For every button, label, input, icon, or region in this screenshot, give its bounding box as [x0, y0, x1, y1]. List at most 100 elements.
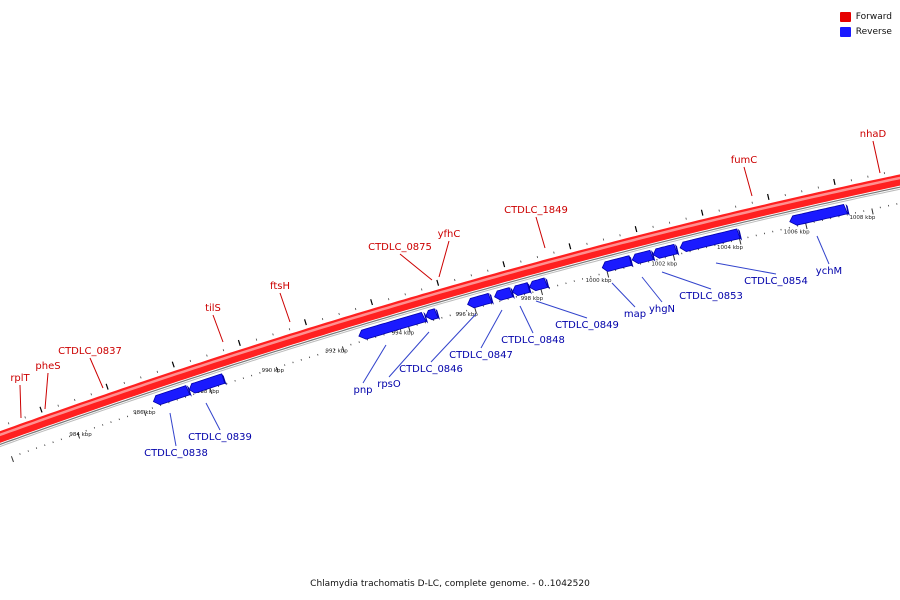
reverse-gene-label: ychM — [816, 266, 842, 277]
reverse-genes — [152, 204, 850, 406]
reverse-gene-arrow — [631, 249, 654, 265]
upper-tick — [602, 238, 605, 241]
forward-gene-label: CTDLC_1849 — [504, 205, 568, 216]
lower-tick — [35, 447, 38, 449]
reverse-leader — [535, 300, 588, 319]
lower-tick — [27, 450, 29, 452]
lower-tick — [739, 238, 742, 245]
upper-tick — [171, 361, 175, 368]
forward-gene-label: rplT — [10, 373, 30, 384]
legend-forward: Forward — [839, 9, 892, 24]
reverse-leader — [430, 313, 477, 363]
scale-label: 1006 kbp — [784, 229, 810, 235]
upper-tick — [421, 288, 423, 291]
scale-label: 1002 kbp — [651, 261, 677, 267]
lower-tick — [143, 409, 147, 416]
scale-label: 994 kbp — [392, 331, 415, 337]
reverse-gene-edge — [186, 385, 192, 397]
reverse-gene-arrow — [652, 243, 678, 259]
scale-label: 1000 kbp — [586, 278, 612, 284]
reverse-swatch — [839, 26, 851, 37]
reverse-leader — [388, 331, 430, 378]
upper-tick — [520, 260, 522, 263]
lower-tick — [408, 326, 411, 333]
lower-tick — [341, 346, 345, 353]
lower-tick — [606, 271, 610, 278]
reverse-gene-label: map — [624, 309, 646, 320]
backbone-outer-line — [0, 186, 900, 446]
forward-leader — [44, 372, 49, 410]
reverse-leader — [611, 282, 636, 308]
forward-leader — [438, 240, 450, 278]
lower-tick — [77, 432, 81, 439]
forward-gene-label: fumC — [731, 155, 758, 166]
scale-label: 992 kbp — [325, 348, 348, 354]
scale-label: 990 kbp — [262, 368, 285, 374]
reverse-gene-edge — [674, 244, 680, 256]
backbone-outer-line-2 — [0, 188, 900, 448]
reverse-gene-label: rpsO — [377, 379, 401, 390]
lower-tick — [871, 208, 874, 215]
forward-leader — [279, 292, 291, 323]
forward-gene-label: pheS — [35, 361, 60, 372]
reverse-gene-label: CTDLC_0854 — [744, 276, 808, 287]
reverse-leader — [519, 305, 534, 334]
upper-tick — [354, 307, 357, 311]
reverse-gene-label: CTDLC_0853 — [679, 291, 743, 302]
reverse-leader — [205, 402, 221, 431]
reverse-gene-arrow — [467, 292, 493, 309]
backbone-forward-track — [0, 174, 900, 443]
upper-tick — [140, 376, 142, 379]
forward-leader — [19, 384, 22, 419]
legend-reverse: Reverse — [839, 24, 892, 39]
forward-leader — [872, 140, 881, 174]
lower-tick — [19, 453, 21, 455]
forward-leader — [89, 357, 104, 389]
forward-gene-label: ftsH — [270, 281, 290, 292]
legend: Forward Reverse — [839, 9, 892, 39]
lower-tick — [44, 444, 46, 447]
reverse-leader — [480, 309, 503, 349]
upper-tick — [7, 422, 10, 425]
upper-tick — [767, 193, 770, 200]
reverse-leader — [641, 276, 663, 303]
upper-tick — [436, 279, 440, 286]
upper-tick — [288, 328, 291, 331]
forward-gene-label: CTDLC_0837 — [58, 346, 122, 357]
upper-tick — [568, 243, 572, 250]
reverse-gene-arrow — [494, 287, 514, 301]
reverse-leader — [661, 271, 712, 290]
reverse-gene-arrow — [511, 282, 531, 297]
upper-tick — [123, 381, 125, 385]
forward-gene-label: CTDLC_0875 — [368, 242, 432, 253]
scale-label: 998 kbp — [521, 296, 544, 302]
reverse-gene-edge — [628, 255, 634, 268]
reverse-gene-label: CTDLC_0839 — [188, 432, 252, 443]
reverse-gene-arrow — [528, 277, 549, 292]
reverse-gene-edge — [423, 311, 429, 324]
reverse-gene-edge — [650, 250, 656, 262]
reverse-gene-label: CTDLC_0846 — [399, 364, 463, 375]
upper-tick — [57, 404, 59, 407]
reverse-gene-arrow — [789, 204, 849, 226]
forward-gene-label: nhaD — [860, 129, 887, 140]
legend-forward-label: Forward — [855, 11, 892, 22]
reverse-gene-label: CTDLC_0838 — [144, 448, 208, 459]
upper-tick — [404, 293, 406, 296]
upper-tick — [370, 299, 374, 306]
upper-tick — [388, 298, 390, 301]
reverse-gene-arrow — [679, 228, 741, 253]
upper-tick — [24, 416, 26, 419]
upper-tick — [156, 370, 159, 373]
reverse-gene-arrow — [358, 312, 427, 340]
reverse-gene-edge — [510, 287, 515, 299]
reverse-leader — [715, 262, 777, 275]
lower-tick — [540, 289, 544, 296]
forward-leader — [535, 216, 546, 249]
genome-caption: Chlamydia trachomatis D-LC, complete gen… — [310, 579, 590, 589]
scale-ticks: 984 kbp 986 kbp 988 kbp 990 kbp 992 kbp 994 k… — [7, 172, 898, 463]
legend-reverse-label: Reverse — [855, 26, 892, 37]
lower-tick — [275, 366, 279, 373]
upper-tick — [700, 209, 704, 216]
upper-tick — [502, 261, 506, 268]
